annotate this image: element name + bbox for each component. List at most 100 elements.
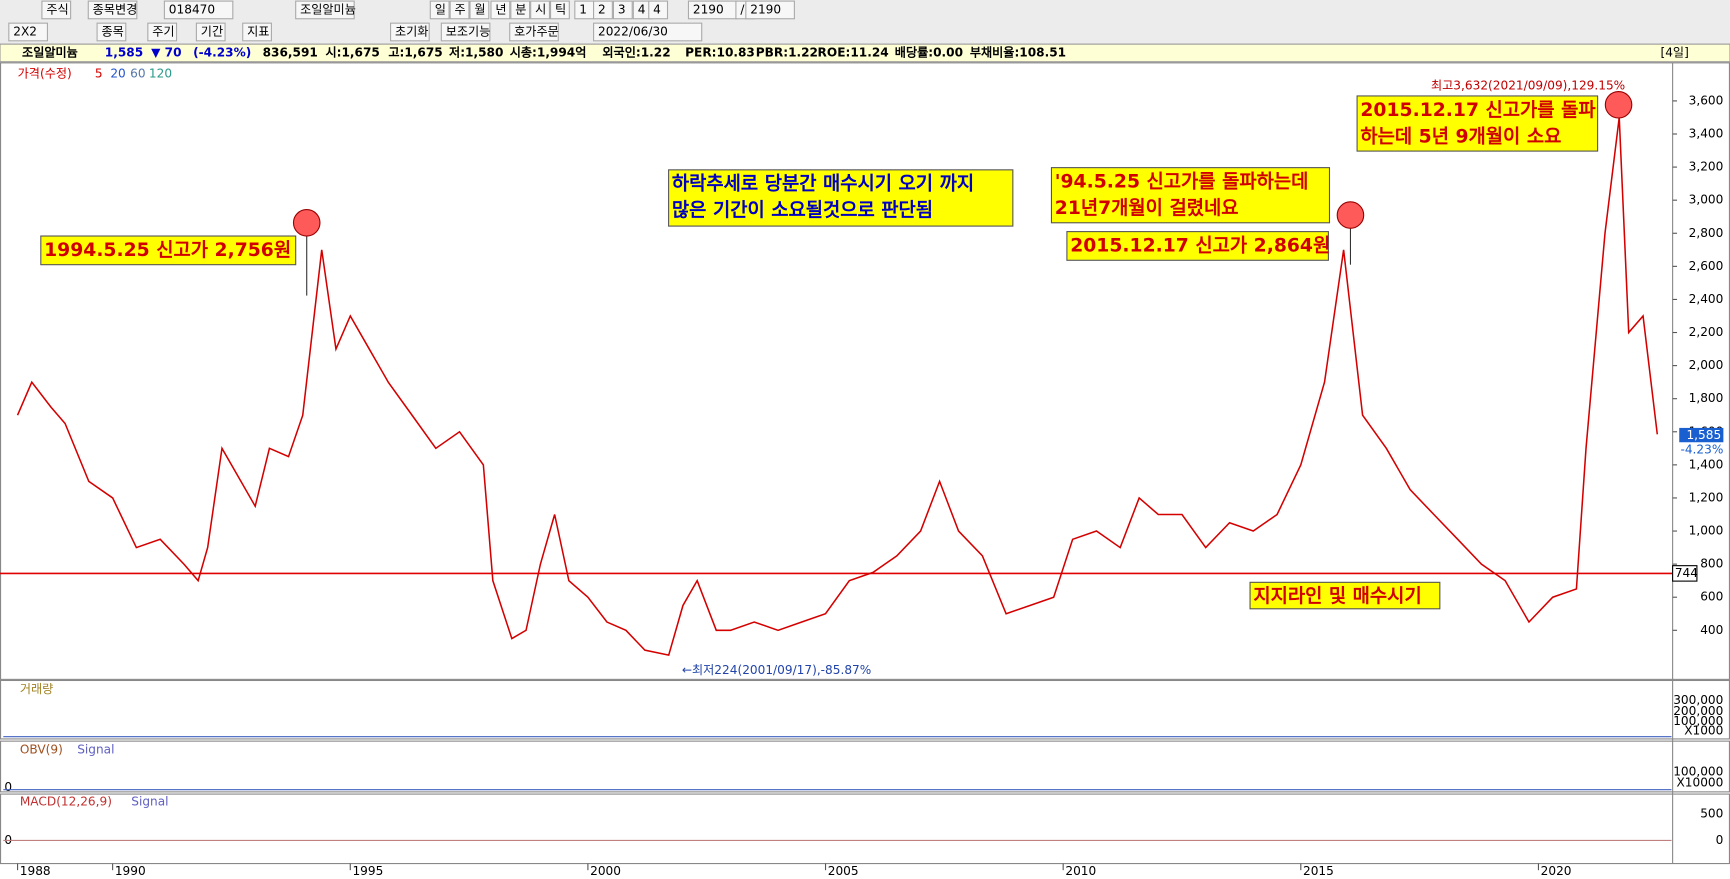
toolbar-button[interactable] — [550, 0, 570, 20]
toolbar-label[interactable]: 초기화 — [395, 24, 428, 38]
volume-panel — [0, 679, 1730, 740]
panel-signal: Signal — [77, 742, 114, 756]
high-note: 최고3,632(2021/09/09),129.15% — [1431, 79, 1625, 93]
y-tick-label: 3,400 — [1689, 127, 1724, 141]
toolbar-label[interactable]: 호가주문 — [514, 24, 559, 38]
x-tick-label: 1988 — [20, 864, 51, 878]
y-tick-label: 2,400 — [1689, 292, 1724, 306]
toolbar-button[interactable] — [41, 0, 72, 20]
toolbar-label[interactable]: 분 — [515, 2, 526, 16]
toolbar-label[interactable]: 일 — [435, 2, 446, 16]
panel-label: MACD(12,26,9) — [20, 794, 112, 808]
toolbar-label[interactable]: 월 — [474, 2, 485, 16]
toolbar-button[interactable] — [490, 0, 511, 20]
price-tag: 1,585 — [1686, 428, 1721, 442]
x-tick-label: 1990 — [115, 864, 146, 878]
toolbar-label[interactable]: 기간 — [201, 24, 223, 38]
toolbar-bg — [0, 0, 1730, 45]
toolbar-button[interactable] — [745, 0, 795, 20]
toolbar-label[interactable]: 시 — [535, 2, 546, 16]
change-tag: -4.23% — [1680, 442, 1723, 456]
toolbar-button[interactable] — [8, 22, 48, 42]
toolbar-label[interactable]: 2022/06/30 — [598, 24, 668, 38]
toolbar-button[interactable] — [195, 22, 226, 42]
annotation-text: 2015.12.17 신고가를 돌파 — [1360, 99, 1596, 121]
toolbar-label[interactable]: 종목 — [102, 24, 124, 38]
info-item: 조일알미늄 — [22, 44, 78, 59]
toolbar-button[interactable] — [593, 0, 613, 20]
annotation-box — [1050, 167, 1331, 224]
toolbar-label[interactable]: 4 — [638, 2, 646, 16]
toolbar-label[interactable]: 주기 — [152, 24, 174, 38]
y-tick-label: 1,800 — [1689, 391, 1724, 405]
support-label: 744 — [1675, 566, 1698, 580]
panel-axis-label: 500 — [1700, 806, 1723, 820]
low-note: ←최저224(2001/09/17),-85.87% — [682, 663, 871, 677]
toolbar-button[interactable] — [612, 0, 633, 20]
info-item: ▼ 70 — [151, 45, 181, 59]
info-item: ROE:11.24 — [818, 45, 889, 59]
toolbar-button[interactable] — [295, 0, 355, 20]
toolbar-label[interactable]: 년 — [495, 2, 506, 16]
toolbar-label[interactable]: 종목변경 — [93, 2, 138, 16]
toolbar-label[interactable]: 지표 — [247, 24, 269, 38]
info-bar-bg — [0, 43, 1730, 63]
toolbar-button[interactable] — [469, 0, 490, 20]
toolbar-button[interactable] — [87, 0, 138, 20]
toolbar-label[interactable]: 2X2 — [13, 24, 37, 38]
toolbar-label[interactable]: / — [740, 2, 745, 16]
toolbar-button[interactable] — [163, 0, 234, 20]
toolbar-button[interactable] — [429, 0, 450, 20]
info-item: PER:10.83 — [685, 45, 755, 59]
price-line — [16, 117, 1659, 657]
toolbar-label[interactable]: 2190 — [693, 2, 724, 16]
toolbar-label[interactable]: 보조기능 — [446, 24, 491, 38]
annotation-text: 하락추세로 당분간 매수시기 오기 까지 — [672, 173, 974, 195]
panel-zero: 0 — [4, 780, 12, 794]
legend-entry: 120 — [149, 66, 172, 80]
toolbar-label[interactable]: 4 — [653, 2, 661, 16]
y-tick-label: 600 — [1700, 590, 1723, 604]
x-tick-label: 2000 — [590, 864, 621, 878]
info-item: 부채비율:108.51 — [970, 44, 1066, 59]
toolbar-button[interactable] — [648, 0, 669, 20]
toolbar-button[interactable] — [390, 22, 430, 42]
y-tick-label: 2,800 — [1689, 226, 1724, 240]
info-item: (-4.23%) — [193, 45, 251, 59]
y-tick-label: 2,200 — [1689, 325, 1724, 339]
info-item: 저:1,580 — [449, 44, 503, 59]
panel-signal: Signal — [131, 794, 168, 808]
annotation-box — [1066, 231, 1329, 261]
annotation-box — [1356, 95, 1599, 152]
toolbar-button[interactable] — [530, 0, 551, 20]
toolbar-button[interactable] — [509, 22, 559, 42]
toolbar-button[interactable] — [510, 0, 531, 20]
toolbar-label[interactable]: 주식 — [46, 2, 68, 16]
annotation-text: '94.5.25 신고가를 돌파하는데 — [1055, 170, 1309, 192]
y-tick-label: 800 — [1700, 557, 1723, 571]
support-tag — [1672, 565, 1698, 582]
toolbar-button[interactable] — [96, 22, 127, 42]
toolbar-label[interactable]: 주 — [455, 2, 466, 16]
toolbar-label[interactable]: 3 — [618, 2, 626, 16]
price-tag-bg — [1679, 427, 1724, 443]
toolbar-label[interactable]: 2190 — [750, 2, 781, 16]
toolbar-label[interactable]: 1 — [579, 2, 587, 16]
toolbar-button[interactable] — [242, 22, 272, 42]
obv-panel — [0, 740, 1730, 793]
toolbar-button[interactable] — [147, 22, 178, 42]
toolbar-button[interactable] — [449, 0, 470, 20]
panel-axis-label: X10000 — [1676, 776, 1723, 790]
toolbar-label[interactable]: 2 — [598, 2, 606, 16]
annotation-text: 1994.5.25 신고가 2,756원 — [44, 239, 291, 261]
toolbar-label[interactable]: 틱 — [555, 2, 566, 16]
x-tick-label: 2020 — [1541, 864, 1572, 878]
toolbar-label[interactable]: 조일알미늄 — [300, 2, 356, 16]
info-item: 고:1,675 — [388, 45, 442, 59]
toolbar-label[interactable]: 018470 — [169, 2, 215, 16]
toolbar-button[interactable] — [440, 22, 491, 42]
peak-marker — [1604, 90, 1633, 119]
toolbar-button[interactable] — [593, 22, 703, 42]
legend-entry: 60 — [130, 66, 145, 80]
macd-panel — [0, 793, 1730, 865]
